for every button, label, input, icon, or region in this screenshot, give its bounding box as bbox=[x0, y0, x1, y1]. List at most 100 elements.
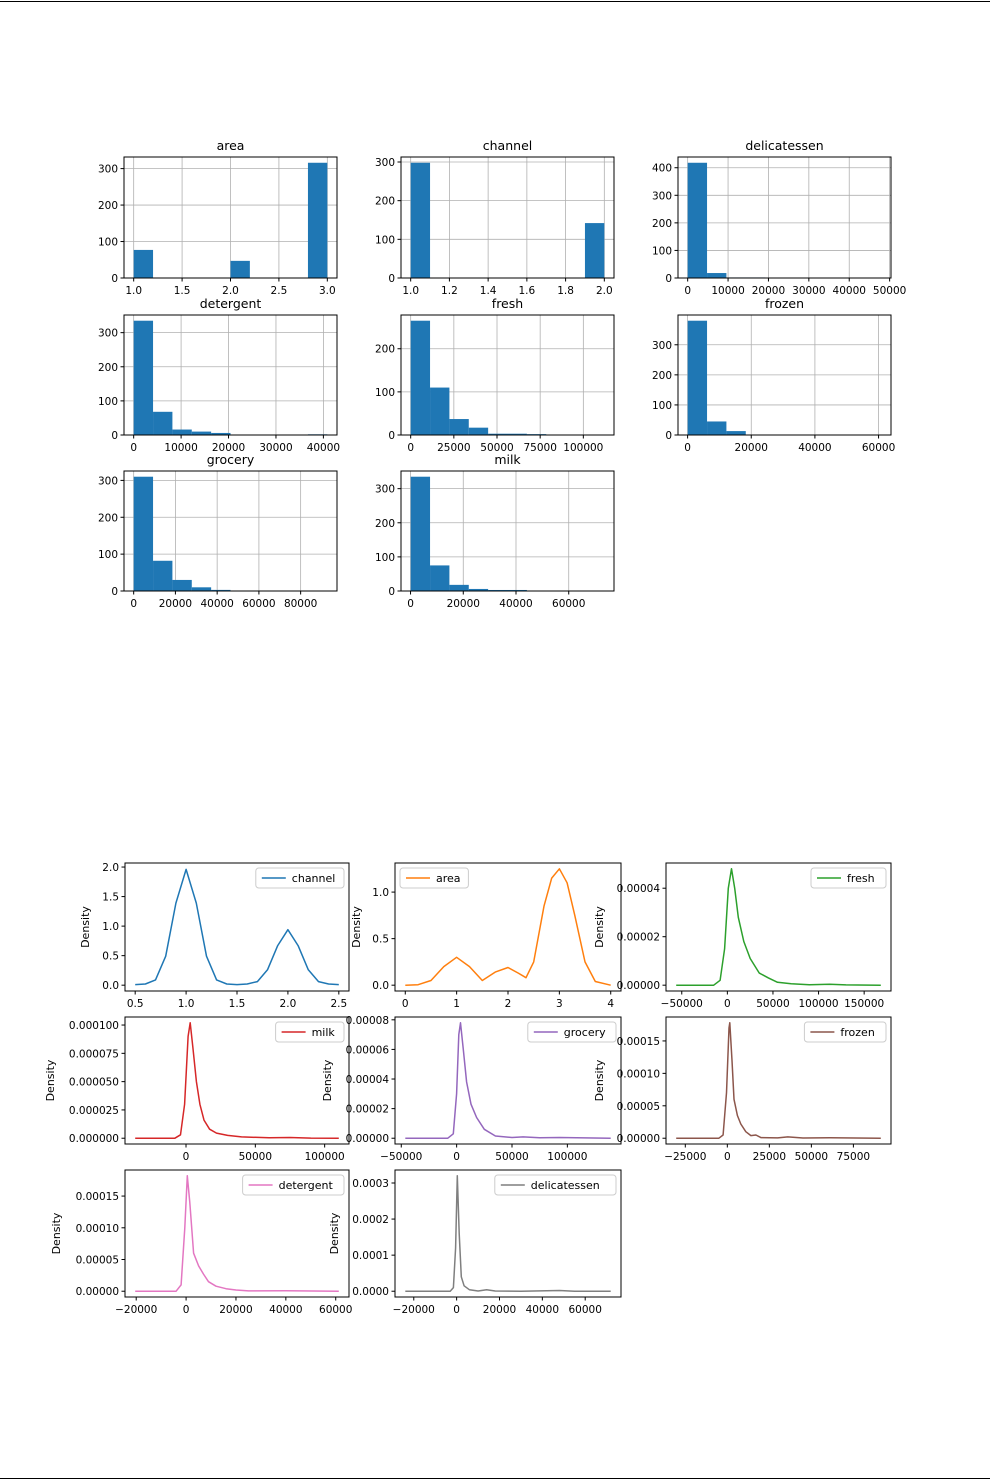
legend: channel bbox=[255, 867, 345, 889]
x-tick-label: 0 bbox=[130, 598, 137, 610]
y-tick-label: 0.5 bbox=[102, 951, 119, 963]
density-curve-fresh bbox=[676, 868, 881, 986]
x-tick-label: 1.4 bbox=[480, 285, 497, 297]
y-tick-label: 200 bbox=[375, 196, 395, 208]
x-tick-label: 60000 bbox=[568, 1304, 601, 1316]
y-tick-label: 100 bbox=[375, 387, 395, 399]
legend: frozen bbox=[803, 1021, 887, 1043]
y-axis-label: Density bbox=[328, 1212, 341, 1254]
x-tick-label: 60000 bbox=[242, 598, 275, 610]
x-tick-label: 2 bbox=[505, 998, 512, 1010]
y-tick-label: 100 bbox=[98, 237, 118, 249]
y-tick-label: 0.00000 bbox=[346, 1133, 389, 1145]
subplot-frozen-kde: Density frozen −25000 0 25000 50000 75000 0.000… bbox=[593, 1016, 892, 1163]
y-tick-label: 0 bbox=[388, 586, 395, 598]
legend-label: delicatessen bbox=[531, 1179, 600, 1192]
y-axis-label: Density bbox=[44, 1059, 57, 1101]
x-tick-label: 20000 bbox=[447, 598, 480, 610]
histogram-bar bbox=[468, 427, 489, 435]
x-tick-label: 2.5 bbox=[271, 285, 288, 297]
x-tick-label: −20000 bbox=[393, 1304, 435, 1316]
density-curve-area bbox=[405, 868, 611, 986]
x-tick-label: 0 bbox=[402, 998, 409, 1010]
y-tick-label: 300 bbox=[98, 164, 118, 176]
x-tick-label: 1.0 bbox=[402, 285, 419, 297]
histogram-bar bbox=[410, 320, 431, 435]
legend-label: area bbox=[436, 872, 461, 885]
x-tick-label: 1 bbox=[453, 998, 460, 1010]
x-tick-label: 0 bbox=[183, 1304, 190, 1316]
y-axis-label: Density bbox=[79, 906, 92, 948]
y-tick-label: 300 bbox=[98, 328, 118, 340]
x-tick-label: 25000 bbox=[753, 1151, 786, 1163]
y-tick-label: 0.0000 bbox=[352, 1286, 389, 1298]
x-tick-label: 20000 bbox=[735, 442, 768, 454]
histogram-bar bbox=[133, 249, 154, 278]
x-tick-label: −25000 bbox=[664, 1151, 706, 1163]
x-tick-label: 50000 bbox=[873, 285, 906, 297]
y-tick-label: 0.00002 bbox=[617, 932, 660, 944]
x-tick-label: 50000 bbox=[756, 998, 789, 1010]
x-tick-label: 2.0 bbox=[280, 998, 297, 1010]
subplot-area-kde: Density area 0 1 2 3 4 0.0 0.5 1.0 bbox=[350, 862, 622, 1010]
x-tick-label: −20000 bbox=[115, 1304, 157, 1316]
histogram-bar bbox=[191, 587, 212, 591]
y-tick-label: 0.00010 bbox=[617, 1068, 660, 1080]
y-tick-label: 0.00015 bbox=[617, 1036, 660, 1048]
histogram-bar bbox=[430, 565, 450, 591]
subplot-title: channel bbox=[483, 138, 532, 153]
x-tick-label: −50000 bbox=[661, 998, 703, 1010]
subplot-title: detergent bbox=[200, 296, 262, 311]
x-tick-label: 1.6 bbox=[519, 285, 536, 297]
axes-frame bbox=[394, 1169, 622, 1298]
x-tick-label: 40000 bbox=[307, 442, 340, 454]
histogram-bar bbox=[172, 579, 192, 591]
y-tick-label: 300 bbox=[652, 340, 672, 352]
y-tick-label: 0.0 bbox=[372, 980, 389, 992]
y-axis-label: Density bbox=[593, 1059, 606, 1101]
histogram-bar bbox=[153, 411, 173, 435]
y-tick-label: 0.000050 bbox=[69, 1077, 119, 1089]
y-tick-label: 0.00005 bbox=[76, 1255, 119, 1267]
x-tick-label: 4 bbox=[607, 998, 614, 1010]
y-tick-label: 100 bbox=[652, 245, 672, 257]
legend: delicatessen bbox=[494, 1174, 617, 1196]
x-tick-label: 3 bbox=[556, 998, 563, 1010]
x-tick-label: 0 bbox=[407, 442, 414, 454]
legend-label: channel bbox=[292, 872, 336, 885]
x-tick-label: 40000 bbox=[499, 598, 532, 610]
legend-frame bbox=[242, 1174, 345, 1196]
x-tick-label: 1.8 bbox=[557, 285, 574, 297]
subplot-channel-kde: Density channel 0.5 1.0 1.5 2.0 2.5 0.0 0.5 1.0 1.… bbox=[79, 862, 350, 1010]
x-tick-label: 0.5 bbox=[127, 998, 144, 1010]
x-tick-label: 40000 bbox=[526, 1304, 559, 1316]
legend-label: grocery bbox=[564, 1026, 606, 1039]
histogram-bar bbox=[211, 589, 231, 591]
x-tick-label: 30000 bbox=[259, 442, 292, 454]
y-tick-label: 200 bbox=[375, 518, 395, 530]
y-tick-label: 0.00006 bbox=[346, 1044, 390, 1056]
x-tick-label: 20000 bbox=[212, 442, 245, 454]
x-tick-label: 1.5 bbox=[174, 285, 191, 297]
y-tick-label: 0.0001 bbox=[352, 1250, 389, 1262]
y-tick-label: 0.00000 bbox=[76, 1286, 119, 1298]
histogram-bar bbox=[307, 162, 328, 278]
legend-label: detergent bbox=[279, 1179, 334, 1192]
y-tick-label: 0 bbox=[388, 273, 395, 285]
subplot-milk-histogram: milk 0 20000 40000 60000 0 100 200 300 bbox=[375, 452, 615, 610]
legend-frame bbox=[527, 1021, 617, 1043]
histogram-bar bbox=[430, 387, 450, 435]
subplot-channel-histogram: channel 1.0 1.2 1.4 1.6 1.8 2.0 0 100 200 300 bbox=[375, 138, 615, 297]
x-tick-label: 2.0 bbox=[596, 285, 613, 297]
subplot-detergent-kde: Density detergent −20000 0 20000 40000 60000 0.… bbox=[50, 1169, 352, 1316]
legend-frame bbox=[275, 1021, 345, 1043]
histogram-bar bbox=[707, 273, 727, 278]
y-tick-label: 0.5 bbox=[372, 934, 389, 946]
y-tick-label: 0.00008 bbox=[346, 1015, 389, 1027]
histogram-bar bbox=[133, 476, 154, 591]
subplot-grocery-histogram: grocery 0 20000 40000 60000 80000 0 100 200 300 bbox=[98, 452, 338, 610]
y-tick-label: 1.0 bbox=[372, 887, 389, 899]
histogram-bar bbox=[153, 560, 173, 591]
legend-label: milk bbox=[312, 1026, 336, 1039]
